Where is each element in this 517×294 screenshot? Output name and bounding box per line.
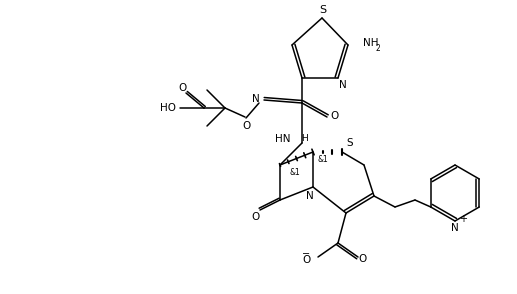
Text: H: H (301, 134, 308, 143)
Text: S: S (320, 5, 327, 15)
Text: +: + (459, 214, 467, 224)
Text: O: O (331, 111, 339, 121)
Text: O: O (252, 212, 260, 222)
Text: O: O (359, 254, 367, 264)
Text: HN: HN (276, 134, 291, 144)
Text: −: − (302, 249, 310, 259)
Text: O: O (179, 83, 187, 93)
Text: &1: &1 (290, 168, 301, 176)
Text: N: N (451, 223, 459, 233)
Text: O: O (303, 255, 311, 265)
Text: HO: HO (160, 103, 176, 113)
Text: S: S (346, 138, 353, 148)
Text: NH: NH (363, 38, 378, 48)
Text: N: N (252, 94, 260, 104)
Text: &1: &1 (318, 155, 329, 163)
Text: O: O (243, 121, 251, 131)
Text: 2: 2 (376, 44, 381, 53)
Text: N: N (306, 191, 314, 201)
Text: N: N (339, 80, 347, 90)
